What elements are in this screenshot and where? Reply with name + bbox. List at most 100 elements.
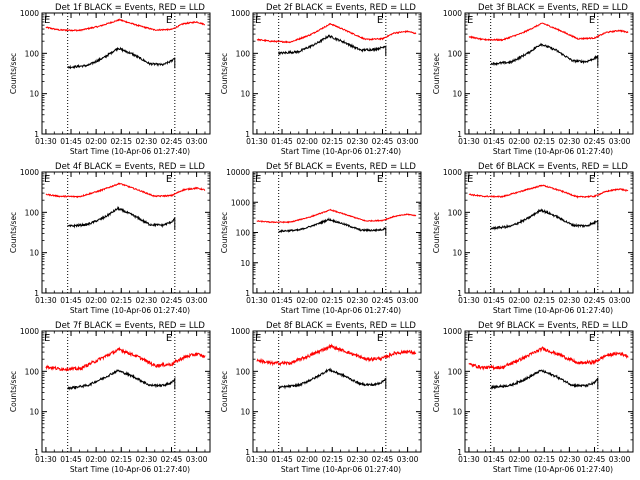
event-marker-label: E xyxy=(377,15,383,26)
y-tick-label: 1000 xyxy=(231,9,250,18)
events-series-line xyxy=(67,46,176,70)
lld-series-line xyxy=(468,184,629,199)
x-tick-label: 02:30 xyxy=(136,455,158,464)
panel-8: Det 8f BLACK = Events, RED = LLD Counts/s… xyxy=(220,321,422,474)
panel-title: Det 4f BLACK = Events, RED = LLD xyxy=(55,162,205,172)
x-tick-label: 02:15 xyxy=(321,137,343,146)
x-axis-label: Start Time (10-Apr-06 01:27:40) xyxy=(70,147,190,156)
panel-1: Det 1f BLACK = Events, RED = LLD Counts/s… xyxy=(9,3,211,156)
x-tick-label: 02:15 xyxy=(110,137,132,146)
x-axis-label: Start Time (10-Apr-06 01:27:40) xyxy=(493,147,613,156)
y-tick-label: 1 xyxy=(457,130,462,139)
event-marker-label: E xyxy=(255,15,261,26)
y-tick-label: 100 xyxy=(236,49,251,58)
y-axis-label: Counts/sec xyxy=(220,212,229,253)
x-tick-label: 02:15 xyxy=(110,455,132,464)
panel-title: Det 5f BLACK = Events, RED = LLD xyxy=(266,162,416,172)
y-tick-label: 10000 xyxy=(226,168,250,177)
x-tick-label: 02:15 xyxy=(533,296,555,305)
x-tick-label: 02:15 xyxy=(321,455,343,464)
y-tick-label: 10 xyxy=(29,249,39,258)
y-tick-label: 100 xyxy=(236,367,251,376)
event-marker-label: E xyxy=(255,333,261,344)
x-tick-label: 01:45 xyxy=(483,137,505,146)
panel-title: Det 7f BLACK = Events, RED = LLD xyxy=(55,321,205,331)
panel-title: Det 3f BLACK = Events, RED = LLD xyxy=(478,3,628,13)
x-tick-label: 02:15 xyxy=(533,455,555,464)
event-marker-label: E xyxy=(255,174,261,185)
events-series-line xyxy=(490,369,599,391)
y-tick-label: 1000 xyxy=(443,168,462,177)
y-tick-label: 1000 xyxy=(20,168,39,177)
y-tick-label: 100 xyxy=(25,367,40,376)
x-tick-label: 01:45 xyxy=(271,137,293,146)
x-tick-label: 02:45 xyxy=(372,296,394,305)
x-tick-label: 01:30 xyxy=(246,296,268,305)
event-marker-label: E xyxy=(467,333,473,344)
y-tick-label: 1 xyxy=(457,289,462,298)
y-tick-label: 1 xyxy=(245,130,250,139)
events-series-line xyxy=(67,205,176,230)
events-series-line xyxy=(490,42,599,67)
x-tick-label: 03:00 xyxy=(397,455,419,464)
y-tick-label: 10 xyxy=(240,90,250,99)
x-tick-label: 02:00 xyxy=(85,137,107,146)
x-tick-label: 01:30 xyxy=(35,296,57,305)
x-axis-label: Start Time (10-Apr-06 01:27:40) xyxy=(493,465,613,474)
y-tick-label: 1000 xyxy=(443,9,462,18)
y-tick-label: 1000 xyxy=(20,327,39,336)
y-axis-label: Counts/sec xyxy=(432,212,441,253)
y-tick-label: 10 xyxy=(29,408,39,417)
x-tick-label: 01:30 xyxy=(246,137,268,146)
panel-6: Det 6f BLACK = Events, RED = LLD Counts/s… xyxy=(432,162,634,315)
lld-series-line xyxy=(256,208,417,224)
panel-title: Det 6f BLACK = Events, RED = LLD xyxy=(478,162,628,172)
event-marker-label: E xyxy=(467,15,473,26)
event-marker-label: E xyxy=(166,174,172,185)
x-tick-label: 02:00 xyxy=(85,455,107,464)
lld-series-line xyxy=(256,343,417,367)
event-marker-label: E xyxy=(44,174,50,185)
lld-series-line xyxy=(468,22,629,42)
events-series-line xyxy=(278,217,387,236)
y-tick-label: 1 xyxy=(245,448,250,457)
y-tick-label: 1000 xyxy=(443,327,462,336)
panel-title: Det 9f BLACK = Events, RED = LLD xyxy=(478,321,628,331)
y-tick-label: 1 xyxy=(457,448,462,457)
y-axis-label: Counts/sec xyxy=(220,53,229,94)
y-axis-label: Counts/sec xyxy=(9,53,18,94)
plot-frame xyxy=(41,171,211,294)
y-tick-label: 100 xyxy=(25,49,40,58)
x-tick-label: 01:45 xyxy=(60,455,82,464)
x-tick-label: 02:45 xyxy=(584,137,606,146)
x-axis-label: Start Time (10-Apr-06 01:27:40) xyxy=(281,465,401,474)
x-tick-label: 03:00 xyxy=(397,296,419,305)
lld-series-line xyxy=(45,346,206,372)
y-tick-label: 10 xyxy=(240,408,250,417)
plot-frame xyxy=(252,12,422,135)
x-tick-label: 02:45 xyxy=(372,455,394,464)
x-tick-label: 02:00 xyxy=(296,137,318,146)
x-tick-label: 01:30 xyxy=(458,296,480,305)
x-tick-label: 02:45 xyxy=(161,137,183,146)
plot-frame xyxy=(252,330,422,453)
x-tick-label: 02:45 xyxy=(584,296,606,305)
event-marker-label: E xyxy=(44,15,50,26)
events-series-line xyxy=(278,34,387,57)
x-axis-label: Start Time (10-Apr-06 01:27:40) xyxy=(70,465,190,474)
panel-title: Det 1f BLACK = Events, RED = LLD xyxy=(55,3,205,13)
y-axis-label: Counts/sec xyxy=(432,371,441,412)
event-marker-label: E xyxy=(377,333,383,344)
lld-series-line xyxy=(45,182,206,199)
x-tick-label: 01:45 xyxy=(271,455,293,464)
x-tick-label: 01:30 xyxy=(246,455,268,464)
plot-frame xyxy=(464,330,634,453)
x-tick-label: 01:30 xyxy=(35,137,57,146)
x-axis-label: Start Time (10-Apr-06 01:27:40) xyxy=(281,147,401,156)
panel-3: Det 3f BLACK = Events, RED = LLD Counts/s… xyxy=(432,3,634,156)
x-tick-label: 02:30 xyxy=(559,137,581,146)
x-tick-label: 03:00 xyxy=(397,137,419,146)
y-tick-label: 10 xyxy=(29,90,39,99)
x-tick-label: 01:45 xyxy=(60,137,82,146)
